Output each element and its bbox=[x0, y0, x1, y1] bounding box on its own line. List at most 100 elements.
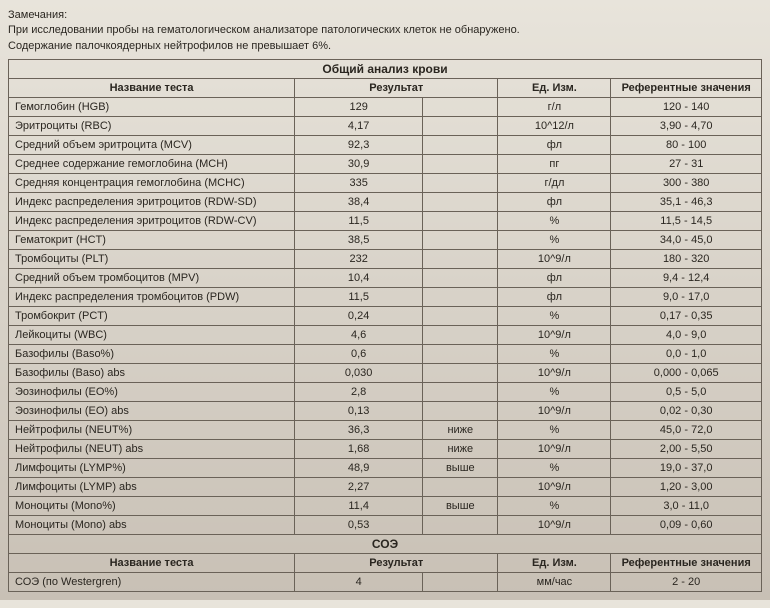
cell-ref: 35,1 - 46,3 bbox=[611, 192, 762, 211]
table-row: Среднее содержание гемоглобина (MCH)30,9… bbox=[9, 154, 762, 173]
table-row: Эритроциты (RBC)4,1710^12/л3,90 - 4,70 bbox=[9, 116, 762, 135]
cell-unit: 10^9/л bbox=[498, 477, 611, 496]
cell-test-name: Средний объем тромбоцитов (MPV) bbox=[9, 268, 295, 287]
header-unit: Ед. Изм. bbox=[498, 78, 611, 97]
cell-flag bbox=[423, 211, 498, 230]
cell-flag bbox=[423, 135, 498, 154]
cell-test-name: Средний объем эритроцита (MCV) bbox=[9, 135, 295, 154]
cell-test-name: Нейтрофилы (NEUT%) bbox=[9, 420, 295, 439]
cell-ref: 2 - 20 bbox=[611, 572, 762, 591]
table-row: Базофилы (Baso) abs0,03010^9/л0,000 - 0,… bbox=[9, 363, 762, 382]
header2-name: Название теста bbox=[9, 553, 295, 572]
cell-test-name: Тромбоциты (PLT) bbox=[9, 249, 295, 268]
cell-result: 0,6 bbox=[295, 344, 423, 363]
cell-ref: 1,20 - 3,00 bbox=[611, 477, 762, 496]
cell-flag: ниже bbox=[423, 439, 498, 458]
cell-ref: 300 - 380 bbox=[611, 173, 762, 192]
cell-test-name: Лимфоциты (LYMP) abs bbox=[9, 477, 295, 496]
cell-unit: % bbox=[498, 382, 611, 401]
table-row: Индекс распределения эритроцитов (RDW-CV… bbox=[9, 211, 762, 230]
table-row: Эозинофилы (EO) abs0,1310^9/л0,02 - 0,30 bbox=[9, 401, 762, 420]
remarks-line1: При исследовании пробы на гематологическ… bbox=[8, 23, 762, 37]
cell-result: 335 bbox=[295, 173, 423, 192]
table-row: Эозинофилы (EO%)2,8%0,5 - 5,0 bbox=[9, 382, 762, 401]
cell-result: 30,9 bbox=[295, 154, 423, 173]
cell-test-name: Нейтрофилы (NEUT) abs bbox=[9, 439, 295, 458]
cell-test-name: Эозинофилы (EO) abs bbox=[9, 401, 295, 420]
table-row: Моноциты (Mono) abs0,53 10^9/л0,09 - 0,60 bbox=[9, 515, 762, 534]
header-ref: Референтные значения bbox=[611, 78, 762, 97]
cell-flag bbox=[423, 382, 498, 401]
table-row: Нейтрофилы (NEUT%)36,3ниже%45,0 - 72,0 bbox=[9, 420, 762, 439]
cell-flag bbox=[423, 477, 498, 496]
cell-unit: % bbox=[498, 230, 611, 249]
cell-result: 4,6 bbox=[295, 325, 423, 344]
cell-flag bbox=[423, 268, 498, 287]
table-row: Лейкоциты (WBC)4,610^9/л4,0 - 9,0 bbox=[9, 325, 762, 344]
cell-flag bbox=[423, 249, 498, 268]
blood-test-table: Общий анализ крови Название теста Резуль… bbox=[8, 59, 762, 592]
header2-unit: Ед. Изм. bbox=[498, 553, 611, 572]
header-result: Результат bbox=[295, 78, 498, 97]
cell-test-name: Индекс распределения тромбоцитов (PDW) bbox=[9, 287, 295, 306]
cell-unit: % bbox=[498, 211, 611, 230]
cell-unit: 10^9/л bbox=[498, 515, 611, 534]
cell-result: 36,3 bbox=[295, 420, 423, 439]
cell-test-name: Базофилы (Baso%) bbox=[9, 344, 295, 363]
cell-result: 48,9 bbox=[295, 458, 423, 477]
cell-test-name: Эозинофилы (EO%) bbox=[9, 382, 295, 401]
cell-ref: 9,0 - 17,0 bbox=[611, 287, 762, 306]
cell-unit: пг bbox=[498, 154, 611, 173]
cell-test-name: СОЭ (по Westergren) bbox=[9, 572, 295, 591]
cell-flag bbox=[423, 363, 498, 382]
cell-unit: % bbox=[498, 420, 611, 439]
cell-test-name: Лимфоциты (LYMP%) bbox=[9, 458, 295, 477]
cell-test-name: Моноциты (Mono) abs bbox=[9, 515, 295, 534]
cell-result: 0,53 bbox=[295, 515, 423, 534]
cell-ref: 0,09 - 0,60 bbox=[611, 515, 762, 534]
cell-ref: 2,00 - 5,50 bbox=[611, 439, 762, 458]
header2-ref: Референтные значения bbox=[611, 553, 762, 572]
table-row: Гематокрит (HCT)38,5%34,0 - 45,0 bbox=[9, 230, 762, 249]
cell-flag bbox=[423, 116, 498, 135]
cell-result: 4,17 bbox=[295, 116, 423, 135]
cell-result: 2,27 bbox=[295, 477, 423, 496]
table-row: Индекс распределения тромбоцитов (PDW)11… bbox=[9, 287, 762, 306]
cell-unit: 10^9/л bbox=[498, 363, 611, 382]
cell-ref: 80 - 100 bbox=[611, 135, 762, 154]
cell-ref: 0,02 - 0,30 bbox=[611, 401, 762, 420]
cell-unit: 10^9/л bbox=[498, 249, 611, 268]
cell-flag bbox=[423, 401, 498, 420]
table-row: Средний объем эритроцита (MCV)92,3фл80 -… bbox=[9, 135, 762, 154]
table-row: Лимфоциты (LYMP%)48,9выше%19,0 - 37,0 bbox=[9, 458, 762, 477]
cell-flag bbox=[423, 287, 498, 306]
table-row: СОЭ (по Westergren)4мм/час2 - 20 bbox=[9, 572, 762, 591]
cell-unit: % bbox=[498, 496, 611, 515]
cell-ref: 4,0 - 9,0 bbox=[611, 325, 762, 344]
remarks-block: Замечания: При исследовании пробы на гем… bbox=[8, 8, 762, 53]
cell-result: 4 bbox=[295, 572, 423, 591]
cell-flag bbox=[423, 306, 498, 325]
table-row: Средняя концентрация гемоглобина (MCHC)3… bbox=[9, 173, 762, 192]
cell-unit: фл bbox=[498, 287, 611, 306]
cell-ref: 9,4 - 12,4 bbox=[611, 268, 762, 287]
cell-result: 10,4 bbox=[295, 268, 423, 287]
cell-result: 0,13 bbox=[295, 401, 423, 420]
cell-result: 1,68 bbox=[295, 439, 423, 458]
cell-flag bbox=[423, 515, 498, 534]
section2-title: СОЭ bbox=[9, 534, 762, 553]
cell-result: 0,24 bbox=[295, 306, 423, 325]
cell-result: 38,5 bbox=[295, 230, 423, 249]
cell-result: 11,5 bbox=[295, 211, 423, 230]
cell-test-name: Базофилы (Baso) abs bbox=[9, 363, 295, 382]
cell-result: 38,4 bbox=[295, 192, 423, 211]
cell-result: 232 bbox=[295, 249, 423, 268]
cell-unit: г/л bbox=[498, 97, 611, 116]
header-name: Название теста bbox=[9, 78, 295, 97]
cell-flag bbox=[423, 572, 498, 591]
cell-test-name: Индекс распределения эритроцитов (RDW-SD… bbox=[9, 192, 295, 211]
cell-flag bbox=[423, 154, 498, 173]
cell-unit: фл bbox=[498, 135, 611, 154]
section1-title: Общий анализ крови bbox=[9, 59, 762, 78]
cell-result: 11,4 bbox=[295, 496, 423, 515]
